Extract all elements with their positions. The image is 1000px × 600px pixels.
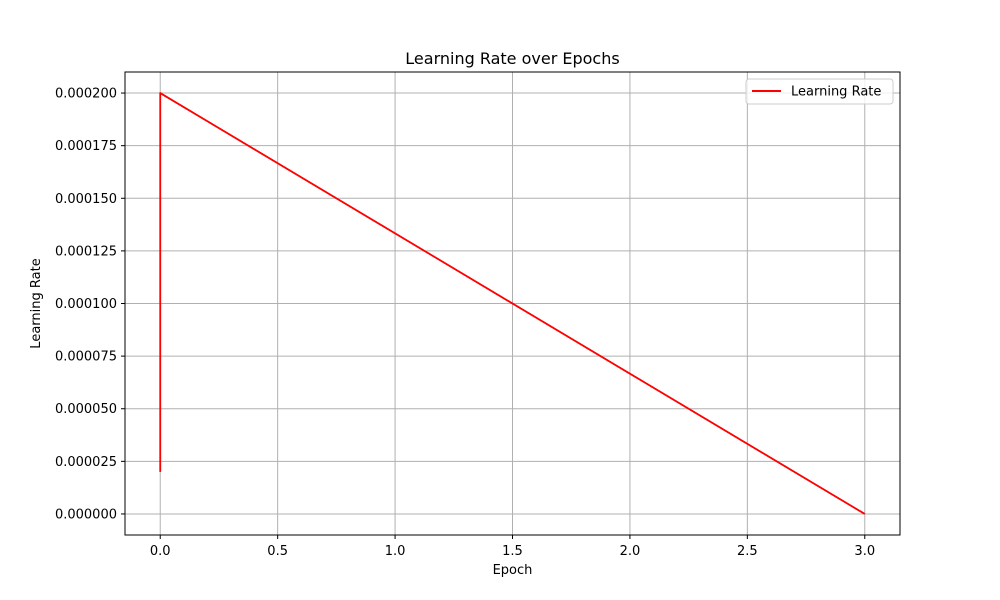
x-tick-label: 2.0 — [620, 544, 641, 559]
x-tick-label: 2.5 — [737, 544, 758, 559]
y-tick-label: 0.000150 — [55, 192, 117, 207]
y-tick-label: 0.000000 — [55, 507, 117, 522]
chart-title: Learning Rate over Epochs — [405, 49, 619, 68]
y-tick-label: 0.000125 — [55, 244, 117, 259]
x-tick-label: 0.5 — [267, 544, 288, 559]
series-layer — [159, 92, 866, 515]
x-tick-label: 1.0 — [385, 544, 406, 559]
y-tick-label: 0.000100 — [55, 297, 117, 312]
legend-label-learning-rate: Learning Rate — [791, 85, 881, 100]
axis-ticks: 0.0 0.5 1.0 1.5 2.0 2.5 3.0 0.000000 0.000025 0.0… — [55, 87, 875, 559]
grid-lines — [125, 72, 900, 535]
x-tick-label: 0.0 — [150, 544, 171, 559]
x-axis-label: Epoch — [493, 563, 533, 578]
legend: Learning Rate — [745, 78, 894, 105]
legend-box — [745, 78, 894, 105]
x-tick-label: 3.0 — [854, 544, 875, 559]
y-tick-label: 0.000200 — [55, 87, 117, 102]
y-axis-label: Learning Rate — [29, 258, 44, 348]
y-tick-label: 0.000050 — [55, 402, 117, 417]
y-tick-label: 0.000175 — [55, 139, 117, 154]
x-tick-label: 1.5 — [502, 544, 523, 559]
y-tick-label: 0.000075 — [55, 350, 117, 365]
y-tick-label: 0.000025 — [55, 455, 117, 470]
